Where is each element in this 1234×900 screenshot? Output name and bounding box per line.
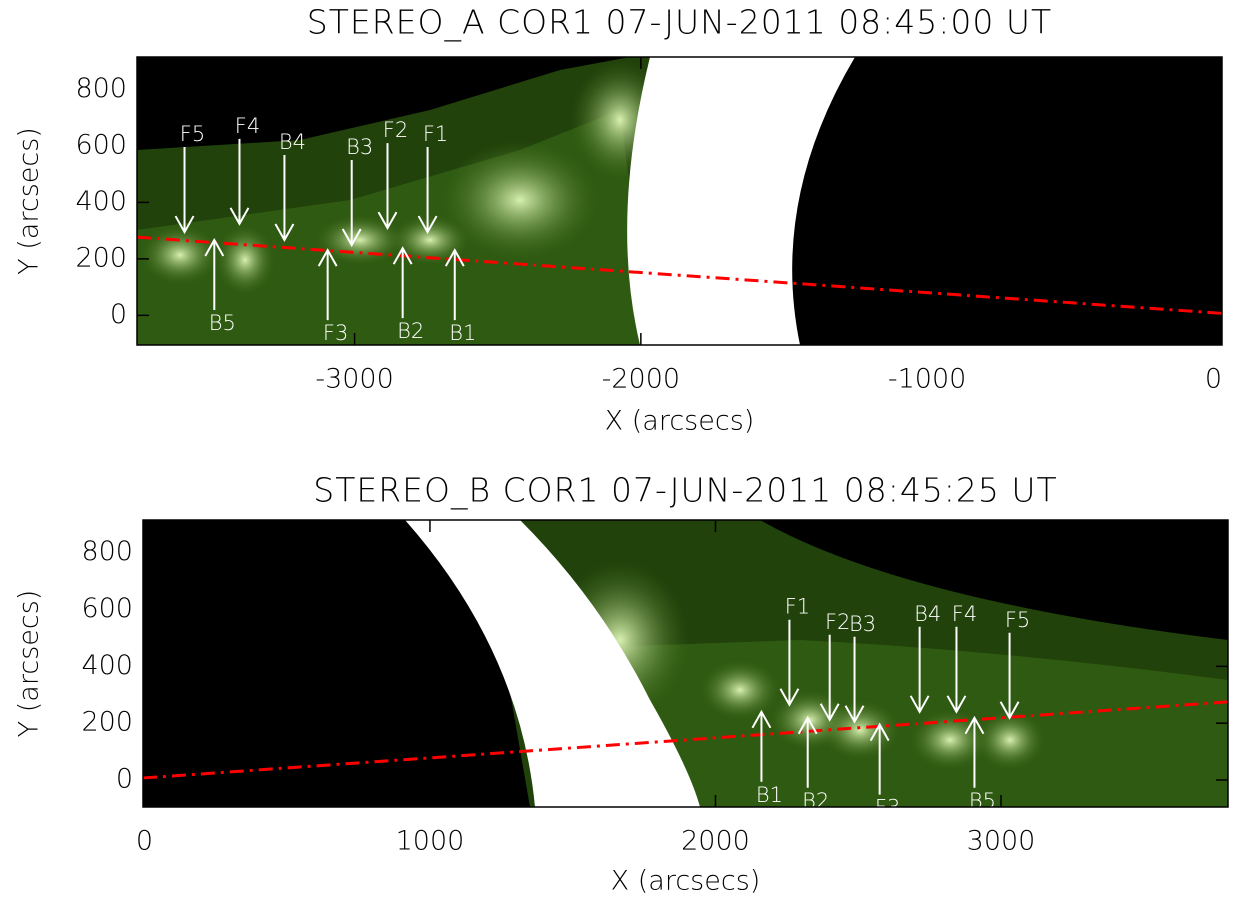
y-tick-label: 0 (116, 764, 133, 795)
image-a (137, 57, 1222, 345)
x-tick-label: -2000 (602, 364, 680, 395)
y-tick-label: 400 (75, 186, 127, 217)
annotation-label: B3 (346, 135, 373, 159)
annotation-label: F5 (1005, 608, 1030, 632)
annotation-label: B3 (849, 612, 876, 636)
chart-title: STEREO_B COR1 07-JUN-2011 08:45:25 UT (313, 471, 1057, 511)
page: F5F4B4B3F2F1B5F3B2B1-3000-2000-100000200… (0, 0, 1234, 900)
annotation-label: B2 (397, 319, 424, 343)
annotation-label: F3 (323, 321, 348, 345)
x-axis-label: X (arcsecs) (605, 406, 755, 437)
x-tick-label: -1000 (888, 364, 966, 395)
x-tick-label: -3000 (315, 364, 393, 395)
x-tick-label: 3000 (967, 826, 1036, 857)
y-tick-label: 600 (81, 593, 133, 624)
annotation-label: F1 (785, 595, 810, 619)
annotation-label: F2 (383, 118, 408, 142)
figure: F5F4B4B3F2F1B5F3B2B1-3000-2000-100000200… (0, 0, 1234, 900)
y-tick-label: 200 (75, 242, 127, 273)
y-tick-label: 0 (110, 299, 127, 330)
annotation-label: F4 (235, 114, 260, 138)
annotation-label: B4 (279, 130, 306, 154)
annotation-label: F4 (952, 602, 977, 626)
image-b (143, 520, 1228, 807)
x-tick-label: 0 (1205, 364, 1222, 395)
chart-title: STEREO_A COR1 07-JUN-2011 08:45:00 UT (307, 3, 1052, 43)
x-tick-label: 0 (136, 826, 153, 857)
y-axis-label: Y (arcsecs) (14, 590, 45, 738)
annotation-label: B2 (802, 789, 829, 813)
annotation-label: B5 (209, 311, 236, 335)
x-axis-label: X (arcsecs) (611, 866, 761, 897)
annotation-label: F5 (180, 122, 205, 146)
y-tick-label: 600 (75, 129, 127, 160)
y-tick-label: 800 (81, 536, 133, 567)
y-axis-label: Y (arcsecs) (14, 127, 45, 275)
x-tick-label: 1000 (396, 826, 465, 857)
x-tick-label: 2000 (681, 826, 750, 857)
y-tick-label: 800 (75, 73, 127, 104)
annotation-label: B4 (914, 602, 941, 626)
annotation-label: B1 (449, 321, 476, 345)
annotation-label: B1 (756, 783, 783, 807)
y-tick-label: 200 (81, 707, 133, 738)
annotation-label: F2 (825, 610, 850, 634)
annotation-label: B5 (969, 789, 996, 813)
y-tick-label: 400 (81, 650, 133, 681)
annotation-label: F1 (423, 122, 448, 146)
